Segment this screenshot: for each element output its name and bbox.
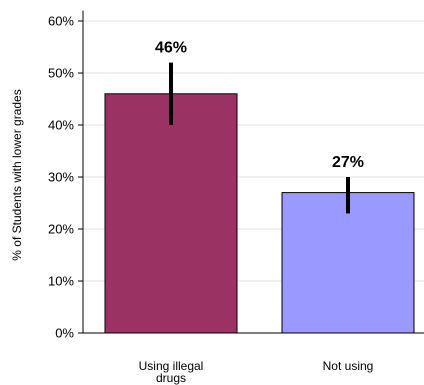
bar: [281, 192, 415, 334]
y-tick-label: 60%: [48, 14, 74, 29]
data-label: 46%: [155, 40, 187, 57]
error-bars: [169, 62, 350, 214]
x-category-labels: Using illegal drugs Not using: [139, 359, 374, 385]
y-tick-label: 40%: [48, 118, 74, 133]
y-tick-labels: 0% 10% 20% 30% 40% 50% 60%: [48, 14, 74, 341]
bar: [104, 93, 238, 334]
data-label: 27%: [332, 154, 364, 171]
y-tick-label: 50%: [48, 66, 74, 81]
y-tick-label: 0%: [55, 326, 74, 341]
x-category-label: Not using: [323, 359, 374, 373]
y-tick-label: 10%: [48, 274, 74, 289]
bars: [104, 93, 415, 334]
axes: [78, 10, 424, 334]
x-category-label: Using illegal drugs: [139, 359, 204, 385]
y-axis-title: % of Students with lower grades: [10, 89, 24, 260]
y-tick-label: 20%: [48, 222, 74, 237]
data-labels: 46% 27%: [155, 40, 364, 171]
y-tick-label: 30%: [48, 170, 74, 185]
